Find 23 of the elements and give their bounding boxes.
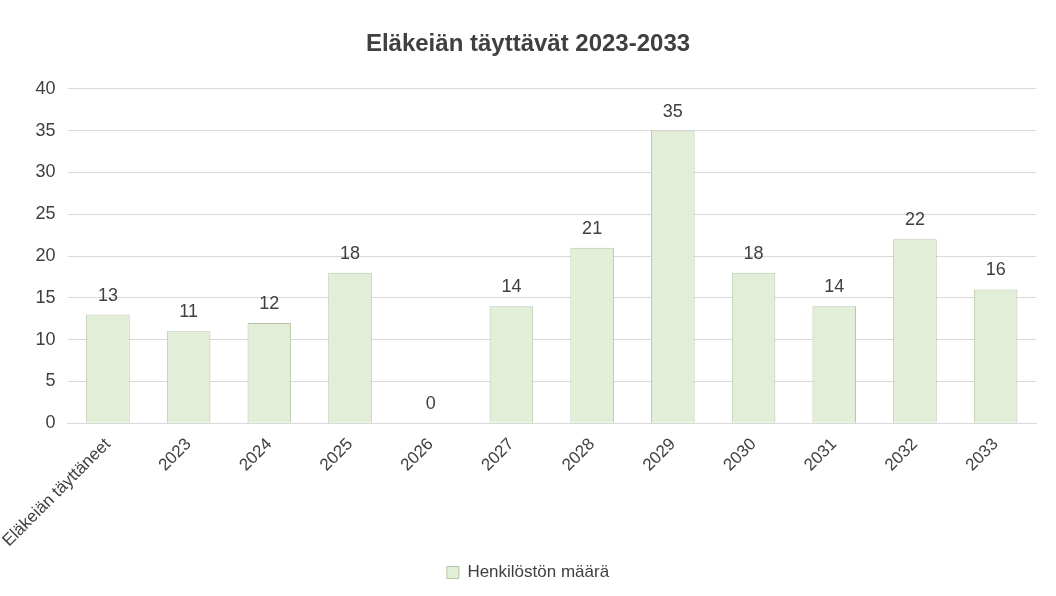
y-tick-label: 0 <box>45 412 56 433</box>
y-tick-label: 25 <box>35 203 56 224</box>
y-tick-label: 20 <box>35 245 56 266</box>
data-label: 18 <box>743 242 764 263</box>
y-tick-label: 35 <box>35 119 56 140</box>
y-tick-label: 10 <box>35 328 56 349</box>
data-label: 14 <box>501 276 522 297</box>
data-label: 0 <box>425 393 436 414</box>
chart-title: Eläkeiän täyttävät 2023-2033 <box>365 29 691 57</box>
data-label: 14 <box>824 276 845 297</box>
data-label: 22 <box>904 209 925 230</box>
data-label: 16 <box>985 259 1006 280</box>
y-tick-label: 5 <box>45 370 56 391</box>
data-label: 12 <box>259 292 280 313</box>
legend-label: Henkilöstön määrä <box>467 562 610 582</box>
data-label: 13 <box>97 284 118 305</box>
data-label: 18 <box>340 242 361 263</box>
y-tick-label: 15 <box>35 286 56 307</box>
y-tick-label: 40 <box>35 77 56 98</box>
data-label: 11 <box>179 301 198 322</box>
data-label: 35 <box>662 100 683 121</box>
data-label: 21 <box>582 217 603 238</box>
y-tick-label: 30 <box>35 161 56 182</box>
